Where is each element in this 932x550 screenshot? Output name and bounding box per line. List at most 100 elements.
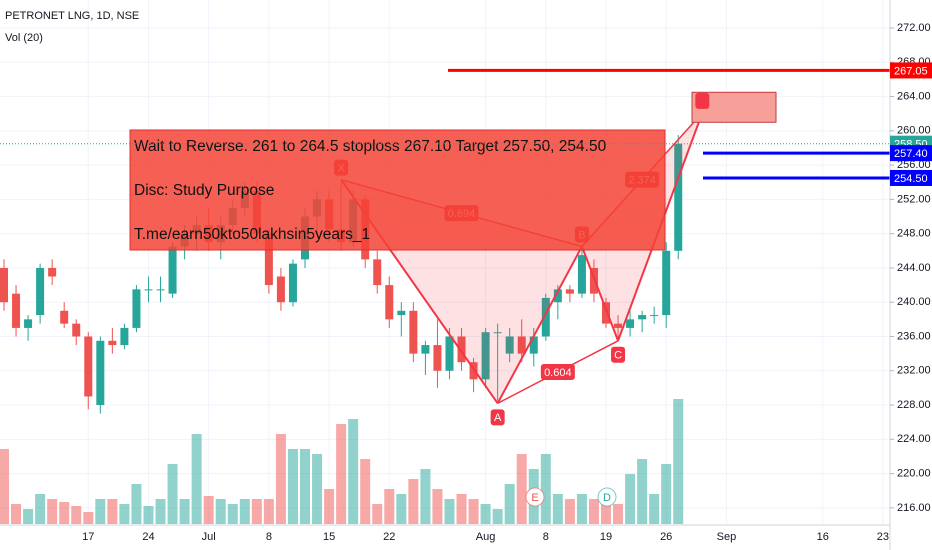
candle-body: [72, 323, 81, 337]
y-tick-label: 248.00: [897, 228, 931, 240]
y-tick-label: 256.00: [897, 159, 931, 171]
volume-bar: [576, 494, 587, 524]
volume-bar: [95, 499, 106, 524]
volume-bar: [131, 484, 142, 524]
volume-bar: [480, 504, 491, 524]
x-tick-label: 22: [383, 531, 395, 543]
y-tick-label: 216.00: [897, 502, 931, 514]
ratio-box: [540, 364, 575, 381]
annotation-box: Wait to Reverse. 261 to 264.5 stoploss 2…: [129, 129, 666, 507]
point-box: [490, 409, 505, 426]
event-label: D: [603, 492, 611, 504]
y-tick-label: 236.00: [897, 330, 931, 342]
price-tag: [890, 145, 932, 162]
point-label: A: [494, 412, 502, 424]
candle-body: [288, 263, 297, 303]
note-line: Wait to Reverse. 261 to 264.5 stoploss 2…: [134, 138, 607, 155]
candle-body: [650, 315, 659, 317]
candle-body: [36, 267, 45, 316]
x-tick-label: Sep: [717, 531, 737, 543]
x-tick-label: 8: [543, 531, 549, 543]
candle-body: [12, 293, 21, 328]
price-tag-label: 257.40: [894, 148, 928, 160]
volume-bar: [564, 499, 575, 524]
candle-body: [565, 289, 574, 294]
price-tag: [890, 169, 932, 186]
volume-bar: [107, 499, 118, 524]
x-tick-label: 19: [600, 531, 612, 543]
volume-bar: [119, 504, 130, 524]
candle-body: [638, 315, 647, 320]
price-tag: [890, 62, 932, 79]
volume-bar: [59, 502, 70, 524]
candle-body: [433, 345, 442, 371]
pattern-leg: [496, 246, 583, 404]
volume-bar: [408, 479, 419, 524]
x-tick-label: Jul: [202, 531, 216, 543]
candle-body: [662, 250, 671, 316]
volume-bar: [167, 464, 178, 524]
event-label: E: [531, 492, 538, 504]
candle-body: [409, 310, 418, 354]
volume-bar: [649, 494, 660, 524]
candle-body: [48, 267, 57, 277]
y-tick-label: 252.00: [897, 193, 931, 205]
pattern-leg: [580, 246, 619, 342]
volume-bar: [637, 459, 648, 524]
volume-bar: [348, 419, 359, 524]
y-tick-label: 232.00: [897, 365, 931, 377]
volume-bar: [661, 464, 672, 524]
candle-body: [421, 345, 430, 354]
volume-bar: [372, 504, 383, 524]
volume-bar: [492, 509, 503, 524]
candle-body: [541, 297, 550, 337]
candle-body: [120, 327, 129, 346]
candle-body: [517, 336, 526, 354]
candle-body: [0, 267, 8, 303]
volume-bar: [251, 499, 262, 524]
volume-bar: [516, 454, 527, 524]
volume-bar: [588, 499, 599, 524]
candle-body: [589, 267, 598, 294]
y-tick-label: 260.00: [897, 125, 931, 137]
volume-bar: [468, 499, 479, 524]
volume-bar: [0, 449, 9, 524]
x-tick-label: 24: [142, 531, 154, 543]
volume-bar: [420, 469, 431, 524]
x-tick-label: 15: [323, 531, 335, 543]
price-tag-label: 267.05: [894, 65, 928, 77]
volume-bar: [155, 499, 166, 524]
volume-bar: [673, 399, 684, 524]
candle-body: [385, 285, 394, 320]
volume-bar: [263, 499, 274, 524]
candle-body: [445, 336, 454, 371]
volume-bar: [504, 484, 515, 524]
candle-body: [553, 289, 562, 303]
candle-body: [276, 276, 285, 303]
candle-body: [397, 310, 406, 316]
candle-body: [674, 143, 683, 251]
volume-bar: [275, 434, 286, 524]
point-label: C: [614, 350, 622, 362]
candle-body: [264, 233, 273, 286]
candle-body: [577, 255, 586, 294]
note-line: Disc: Study Purpose: [134, 182, 274, 199]
candle-body: [626, 319, 635, 328]
candle-body: [614, 323, 623, 328]
candle-body: [144, 289, 153, 291]
volume-bar: [71, 506, 82, 524]
x-tick-label: 17: [82, 531, 94, 543]
volume-bar: [456, 494, 467, 524]
x-tick-label: 8: [266, 531, 272, 543]
candle-body: [505, 336, 514, 354]
volume-bar: [11, 504, 22, 524]
candle-body: [168, 246, 177, 294]
levels: [0, 68, 890, 180]
y-tick-label: 220.00: [897, 467, 931, 479]
volume-bar: [601, 504, 611, 524]
y-tick-label: 244.00: [897, 262, 931, 274]
volume-bar: [613, 504, 624, 524]
y-tick-label: 272.00: [897, 22, 931, 34]
